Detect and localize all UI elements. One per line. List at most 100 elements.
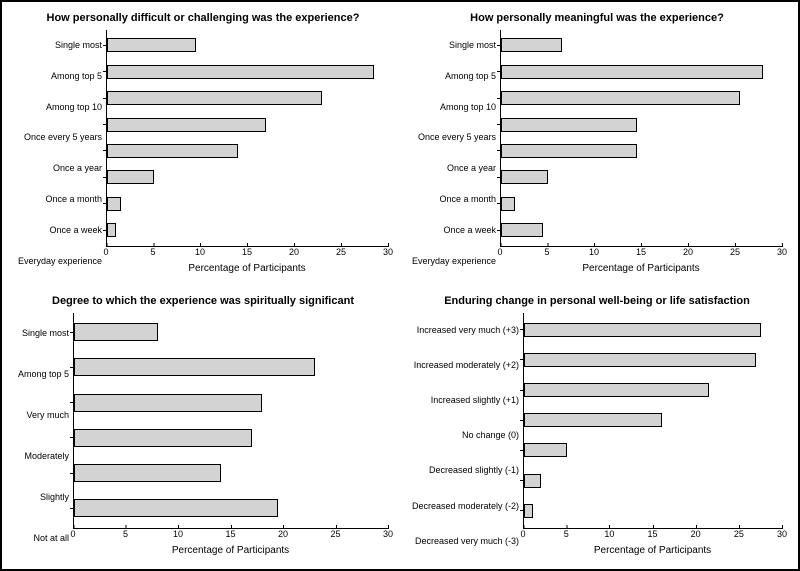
y-category-label: Once a week bbox=[50, 226, 103, 235]
panel-meaningful: How personally meaningful was the experi… bbox=[412, 12, 782, 277]
bar bbox=[74, 394, 262, 412]
bar bbox=[107, 38, 196, 52]
x-tick-label: 20 bbox=[683, 247, 693, 257]
bars-region bbox=[523, 313, 782, 530]
y-category-label: Single most bbox=[22, 329, 69, 338]
bar-row bbox=[107, 65, 388, 79]
panel-spiritual: Degree to which the experience was spiri… bbox=[18, 295, 388, 560]
y-category-label: Everyday experience bbox=[412, 257, 496, 266]
bar bbox=[524, 383, 709, 397]
bar-row bbox=[107, 91, 388, 105]
bar-row bbox=[524, 383, 782, 397]
x-axis: 051015202530 Percentage of Participants bbox=[73, 529, 388, 559]
y-category-label: Moderately bbox=[25, 452, 70, 461]
bar-row bbox=[74, 464, 388, 482]
bars-wrap: 051015202530 Percentage of Participants bbox=[73, 313, 388, 560]
bar bbox=[74, 358, 315, 376]
bars-region bbox=[106, 30, 388, 247]
panel-wellbeing: Enduring change in personal well-being o… bbox=[412, 295, 782, 560]
x-tick-label: 0 bbox=[71, 529, 76, 539]
x-tick-label: 10 bbox=[195, 247, 205, 257]
x-tick-label: 15 bbox=[636, 247, 646, 257]
x-ticks: 051015202530 bbox=[106, 247, 388, 259]
x-tick-label: 10 bbox=[604, 529, 614, 539]
bar bbox=[501, 170, 548, 184]
plot-area: Single most Among top 5 Among top 10 Onc… bbox=[18, 30, 388, 277]
x-tick-label: 0 bbox=[498, 247, 503, 257]
x-tick-label: 10 bbox=[173, 529, 183, 539]
x-ticks: 051015202530 bbox=[523, 529, 782, 541]
x-tick-label: 0 bbox=[521, 529, 526, 539]
bars-region bbox=[500, 30, 782, 247]
y-category-label: Decreased very much (-3) bbox=[415, 537, 519, 546]
y-category-label: Once a year bbox=[53, 164, 102, 173]
x-tick-label: 30 bbox=[383, 247, 393, 257]
panel-title: Enduring change in personal well-being o… bbox=[412, 295, 782, 307]
plot-area: Single most Among top 5 Among top 10 Onc… bbox=[412, 30, 782, 277]
panel-title: How personally meaningful was the experi… bbox=[412, 12, 782, 24]
x-ticks: 051015202530 bbox=[73, 529, 388, 541]
y-category-label: Single most bbox=[55, 41, 102, 50]
bar bbox=[107, 65, 374, 79]
bar-row bbox=[501, 144, 782, 158]
bar bbox=[501, 197, 515, 211]
bar bbox=[107, 223, 116, 237]
bar bbox=[524, 413, 662, 427]
y-category-label: Among top 5 bbox=[51, 72, 102, 81]
x-axis-label: Percentage of Participants bbox=[106, 263, 388, 274]
y-category-label: Once a month bbox=[46, 195, 103, 204]
bar bbox=[74, 499, 278, 517]
bar-row bbox=[501, 65, 782, 79]
x-ticks: 051015202530 bbox=[500, 247, 782, 259]
x-tick-label: 25 bbox=[336, 247, 346, 257]
bar-row bbox=[107, 144, 388, 158]
x-tick-label: 30 bbox=[777, 529, 787, 539]
x-tick-label: 25 bbox=[734, 529, 744, 539]
y-category-label: Not at all bbox=[34, 534, 70, 543]
bar-row bbox=[74, 323, 388, 341]
x-axis: 051015202530 Percentage of Participants bbox=[523, 529, 782, 559]
bar-row bbox=[107, 223, 388, 237]
bar bbox=[501, 144, 637, 158]
bar bbox=[107, 118, 266, 132]
x-tick-label: 15 bbox=[226, 529, 236, 539]
bars-region bbox=[73, 313, 388, 530]
bars-wrap: 051015202530 Percentage of Participants bbox=[106, 30, 388, 277]
x-tick-label: 30 bbox=[383, 529, 393, 539]
bar bbox=[74, 464, 221, 482]
y-category-label: Once a week bbox=[444, 226, 497, 235]
y-category-label: Increased slightly (+1) bbox=[431, 396, 519, 405]
x-tick-label: 5 bbox=[123, 529, 128, 539]
bar bbox=[107, 91, 322, 105]
bar-row bbox=[501, 223, 782, 237]
y-category-label: Slightly bbox=[40, 493, 69, 502]
bar bbox=[524, 323, 760, 337]
bar-row bbox=[74, 499, 388, 517]
y-category-label: No change (0) bbox=[462, 431, 519, 440]
bars-wrap: 051015202530 Percentage of Participants bbox=[523, 313, 782, 560]
plot-area: Single most Among top 5 Very much Modera… bbox=[18, 313, 388, 560]
x-tick-label: 5 bbox=[564, 529, 569, 539]
bar bbox=[74, 429, 252, 447]
bar-row bbox=[501, 118, 782, 132]
bar-row bbox=[501, 38, 782, 52]
x-tick-label: 25 bbox=[730, 247, 740, 257]
bar-row bbox=[74, 429, 388, 447]
x-tick-label: 5 bbox=[151, 247, 156, 257]
x-tick-label: 5 bbox=[545, 247, 550, 257]
y-category-label: Increased moderately (+2) bbox=[414, 361, 519, 370]
bar-row bbox=[524, 504, 782, 518]
y-category-label: Once every 5 years bbox=[418, 133, 496, 142]
y-category-label: Increased very much (+3) bbox=[417, 326, 519, 335]
bar-row bbox=[524, 443, 782, 457]
bar bbox=[107, 144, 238, 158]
bar-row bbox=[107, 197, 388, 211]
panel-title: How personally difficult or challenging … bbox=[18, 12, 388, 24]
x-tick-label: 20 bbox=[289, 247, 299, 257]
y-category-label: Very much bbox=[27, 411, 70, 420]
bar bbox=[74, 323, 158, 341]
x-tick-label: 25 bbox=[330, 529, 340, 539]
plot-area: Increased very much (+3) Increased moder… bbox=[412, 313, 782, 560]
bar-row bbox=[74, 394, 388, 412]
y-axis-labels: Single most Among top 5 Among top 10 Onc… bbox=[18, 30, 106, 277]
